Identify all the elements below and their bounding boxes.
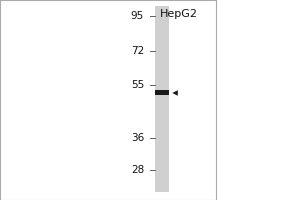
Bar xyxy=(154,6,169,192)
Text: HepG2: HepG2 xyxy=(160,9,197,19)
Text: 36: 36 xyxy=(131,133,144,143)
Text: 72: 72 xyxy=(131,46,144,56)
Text: 55: 55 xyxy=(131,80,144,90)
Text: 28: 28 xyxy=(131,165,144,175)
Bar xyxy=(154,90,169,95)
Text: 95: 95 xyxy=(131,11,144,21)
